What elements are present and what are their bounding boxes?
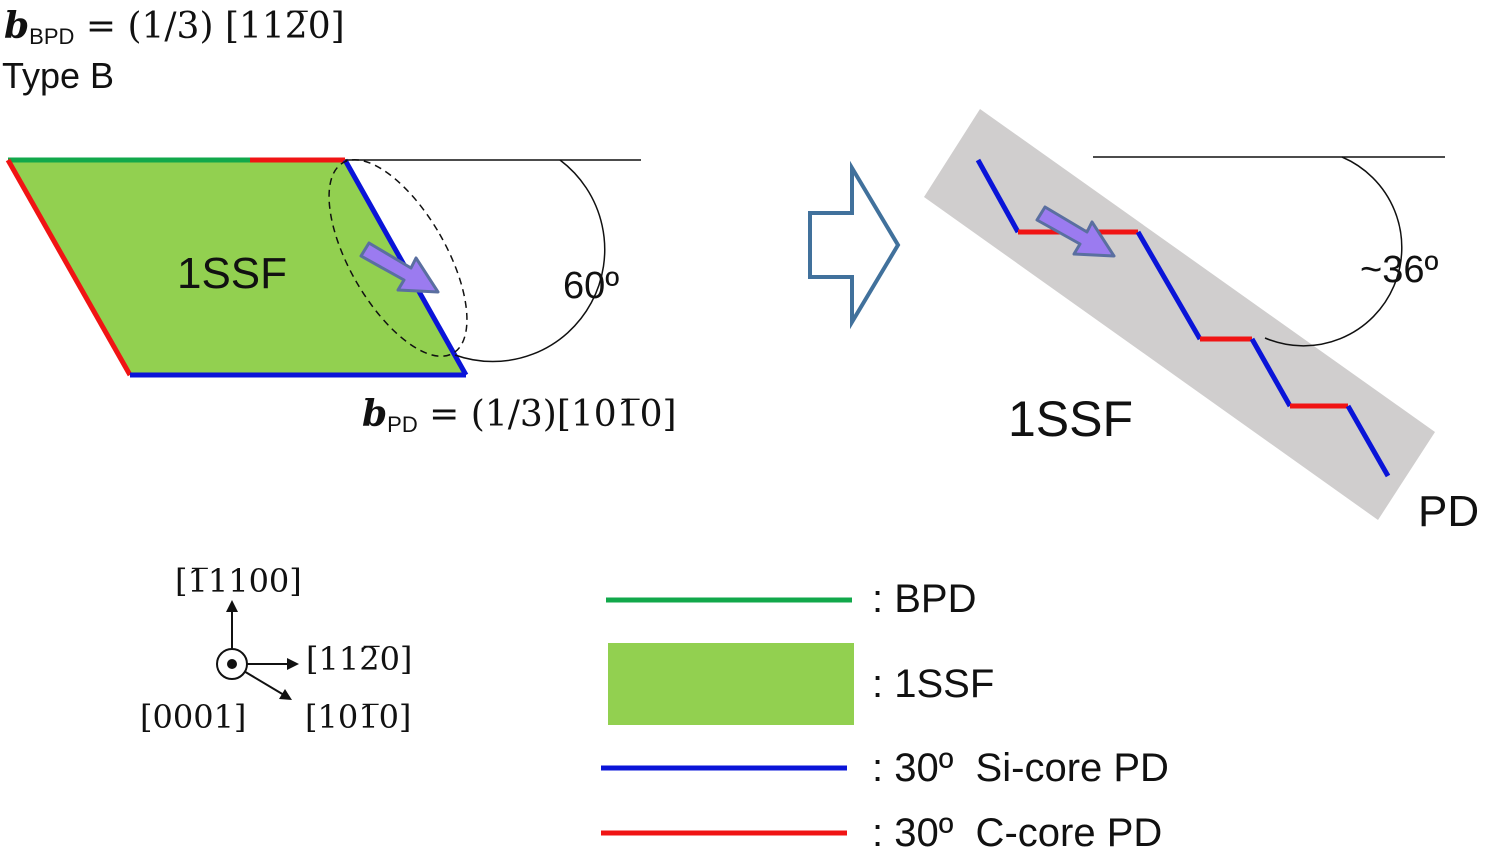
angle-arc-left	[454, 159, 606, 363]
type-label: Type B	[2, 55, 114, 96]
axis-label-out: [0001]	[140, 698, 246, 736]
glide-arrow-right	[1035, 205, 1116, 258]
axis-up-arrowhead	[226, 600, 238, 612]
ssf-label-left: 1SSF	[177, 249, 287, 298]
axis-label-diag: [101̅0]	[305, 698, 411, 736]
angle-label-36: ~36º	[1360, 249, 1438, 291]
axis-label-right: [112̅0]	[306, 640, 412, 678]
axis-label-up: [1̅1100]	[175, 562, 302, 600]
bpd-vector-text: = (1/3) [112̅0]	[74, 6, 344, 47]
ssf-label-right: 1SSF	[1008, 391, 1133, 447]
transition-arrow	[808, 160, 901, 330]
crystal-axes	[216, 600, 299, 700]
pd-si-segment-2	[1135, 230, 1203, 341]
pd-si-segment-4	[1345, 404, 1391, 478]
pd-si-segment-1	[975, 158, 1021, 234]
pd-label-right: PD	[1418, 487, 1479, 536]
axis-out-of-plane-dot	[227, 659, 237, 669]
legend-swatch-ssf	[608, 643, 854, 725]
pd-si-segment-3	[1249, 337, 1293, 408]
legend-label-si-core: : 30º Si-core PD	[872, 746, 1169, 790]
angle-label-60: 60º	[563, 265, 619, 307]
legend: : BPD : 1SSF : 30º Si-core PD : 30º C-co…	[601, 577, 1169, 852]
angle-arc-right	[1264, 156, 1403, 347]
axis-right-arrowhead	[287, 658, 299, 670]
ssf-band	[924, 109, 1435, 520]
ssf-parallelogram	[8, 160, 466, 375]
c-core-left-edge	[5, 158, 133, 377]
pd-burgers-vector-label: bPD = (1/3)[101̅0]	[362, 393, 677, 437]
bpd-burgers-vector-label: bBPD = (1/3) [112̅0]	[4, 5, 345, 49]
glide-arrow-left	[359, 241, 440, 294]
legend-label-bpd: : BPD	[872, 577, 976, 621]
axis-diag-arrowhead	[279, 689, 292, 700]
dashed-ellipse	[328, 159, 468, 357]
legend-label-ssf: : 1SSF	[872, 662, 994, 706]
legend-label-c-core: : 30º C-core PD	[872, 811, 1162, 852]
